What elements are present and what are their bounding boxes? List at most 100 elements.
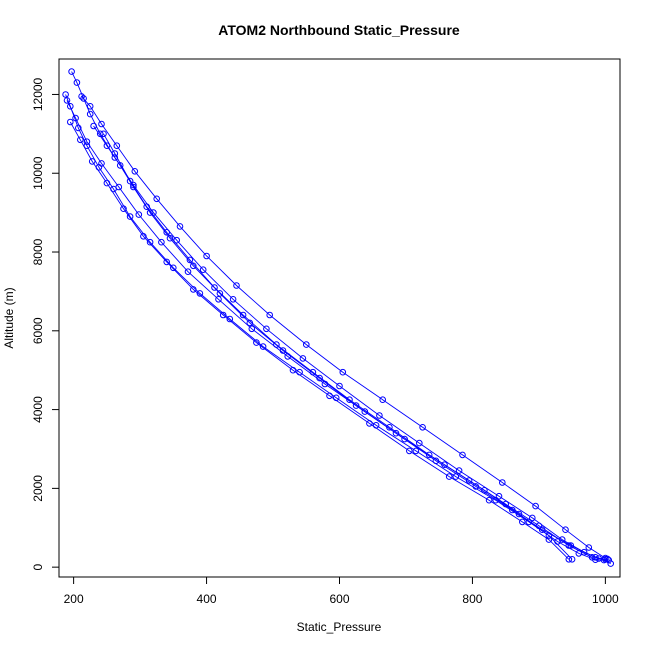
x-tick-label: 600 bbox=[329, 592, 349, 606]
data-point bbox=[67, 103, 74, 110]
y-tick-label: 12000 bbox=[31, 77, 45, 111]
data-point bbox=[545, 536, 553, 543]
chart-title: ATOM2 Northbound Static_Pressure bbox=[218, 22, 460, 38]
data-point bbox=[346, 396, 353, 404]
data-point bbox=[130, 181, 137, 189]
series-7 bbox=[100, 130, 596, 561]
data-point bbox=[67, 118, 74, 126]
data-point bbox=[412, 447, 420, 455]
data-point bbox=[103, 179, 111, 187]
series-1 bbox=[68, 68, 611, 563]
data-point bbox=[607, 560, 615, 567]
data-point bbox=[131, 168, 139, 175]
data-point bbox=[176, 223, 184, 230]
data-point bbox=[386, 424, 393, 431]
data-point bbox=[605, 556, 613, 564]
data-point bbox=[263, 325, 270, 333]
data-point bbox=[499, 479, 506, 486]
data-point bbox=[158, 238, 165, 246]
data-point bbox=[130, 183, 137, 191]
data-point bbox=[103, 142, 111, 149]
series-line bbox=[65, 94, 611, 564]
data-point bbox=[88, 158, 96, 165]
plot-frame bbox=[58, 58, 621, 578]
data-point bbox=[143, 203, 150, 210]
data-point bbox=[203, 252, 210, 260]
data-point bbox=[153, 195, 160, 203]
data-point bbox=[113, 142, 121, 149]
y-tick-label: 8000 bbox=[31, 238, 45, 265]
data-point bbox=[259, 343, 267, 350]
series-2 bbox=[62, 91, 615, 567]
data-point bbox=[163, 229, 170, 236]
y-tick-label: 10000 bbox=[31, 156, 45, 190]
x-axis-label: Static_Pressure bbox=[297, 620, 382, 634]
data-point bbox=[186, 256, 194, 264]
data-point bbox=[140, 233, 147, 240]
series-line bbox=[71, 71, 608, 560]
data-point bbox=[303, 341, 310, 348]
data-point bbox=[68, 68, 75, 75]
data-point bbox=[419, 424, 426, 431]
data-point bbox=[326, 392, 333, 400]
data-point bbox=[289, 366, 297, 374]
data-point bbox=[216, 290, 224, 297]
data-point bbox=[166, 234, 174, 242]
data-point bbox=[86, 103, 94, 110]
data-point bbox=[495, 492, 503, 500]
data-point bbox=[184, 268, 192, 276]
data-point bbox=[229, 296, 237, 303]
data-point bbox=[199, 266, 207, 274]
data-point bbox=[75, 124, 82, 132]
data-point bbox=[86, 110, 94, 118]
data-point bbox=[211, 284, 218, 291]
data-point bbox=[316, 374, 323, 382]
x-tick-label: 1000 bbox=[592, 592, 619, 606]
data-point bbox=[416, 439, 423, 447]
data-point bbox=[62, 91, 69, 98]
data-point bbox=[485, 496, 493, 504]
data-point bbox=[170, 264, 177, 272]
data-point bbox=[339, 368, 347, 376]
data-point bbox=[401, 435, 408, 443]
data-point bbox=[279, 347, 287, 354]
data-point bbox=[226, 315, 234, 323]
data-point bbox=[361, 408, 369, 415]
data-point bbox=[519, 518, 526, 526]
data-point bbox=[588, 554, 596, 561]
data-point bbox=[532, 502, 539, 510]
data-point bbox=[90, 122, 97, 130]
series-line bbox=[103, 133, 593, 558]
data-point bbox=[100, 130, 107, 138]
data-point bbox=[602, 554, 609, 562]
data-point bbox=[72, 114, 79, 122]
data-point bbox=[535, 522, 543, 530]
y-tick-label: 2000 bbox=[31, 475, 45, 502]
y-tick-label: 6000 bbox=[31, 317, 45, 344]
data-point bbox=[406, 447, 413, 455]
data-point bbox=[233, 282, 240, 289]
plot-area bbox=[62, 68, 615, 567]
data-point bbox=[299, 355, 307, 362]
data-point bbox=[592, 554, 599, 561]
data-point bbox=[273, 341, 280, 348]
data-point bbox=[80, 95, 87, 102]
x-tick-label: 400 bbox=[197, 592, 217, 606]
data-point bbox=[465, 477, 473, 484]
data-point bbox=[111, 150, 119, 157]
data-point bbox=[215, 296, 222, 303]
data-point bbox=[376, 412, 383, 419]
y-tick-label: 0 bbox=[31, 563, 45, 570]
data-point bbox=[126, 177, 134, 185]
data-point bbox=[111, 154, 119, 161]
data-point bbox=[529, 514, 536, 522]
data-point bbox=[96, 130, 104, 138]
data-point bbox=[120, 205, 127, 212]
data-point bbox=[126, 213, 134, 220]
data-point bbox=[77, 136, 84, 144]
y-tick-label: 4000 bbox=[31, 396, 45, 423]
data-point bbox=[568, 556, 576, 563]
data-point bbox=[425, 451, 433, 459]
data-point bbox=[190, 286, 197, 293]
